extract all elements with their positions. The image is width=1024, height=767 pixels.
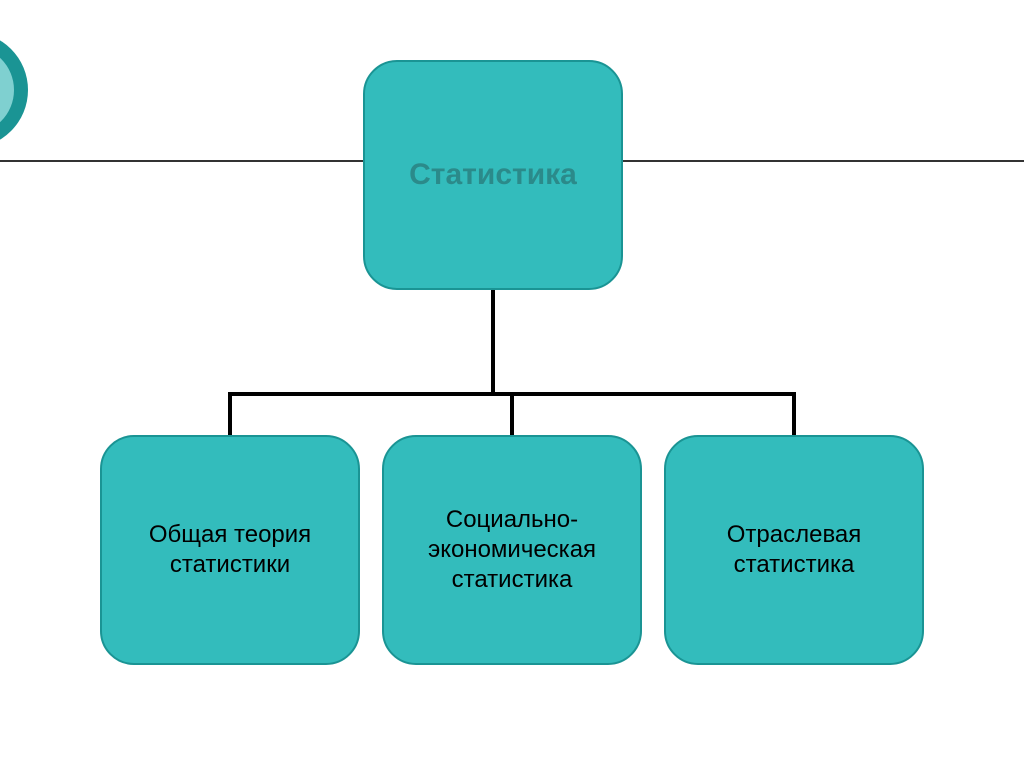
connector-drop-0 — [228, 392, 232, 435]
connector-trunk — [491, 290, 495, 396]
child-node: Социально-экономическая статистика — [382, 435, 642, 665]
org-chart: Статистика Общая теория статистики Социа… — [0, 0, 1024, 767]
connector-drop-1 — [510, 392, 514, 435]
child-node-label: Социально-экономическая статистика — [394, 505, 630, 595]
child-node: Отраслевая статистика — [664, 435, 924, 665]
child-node-label: Общая теория статистики — [112, 520, 348, 580]
child-node-label: Отраслевая статистика — [676, 520, 912, 580]
root-node-label: Статистика — [409, 156, 577, 194]
connector-drop-2 — [792, 392, 796, 435]
child-node: Общая теория статистики — [100, 435, 360, 665]
root-node: Статистика — [363, 60, 623, 290]
